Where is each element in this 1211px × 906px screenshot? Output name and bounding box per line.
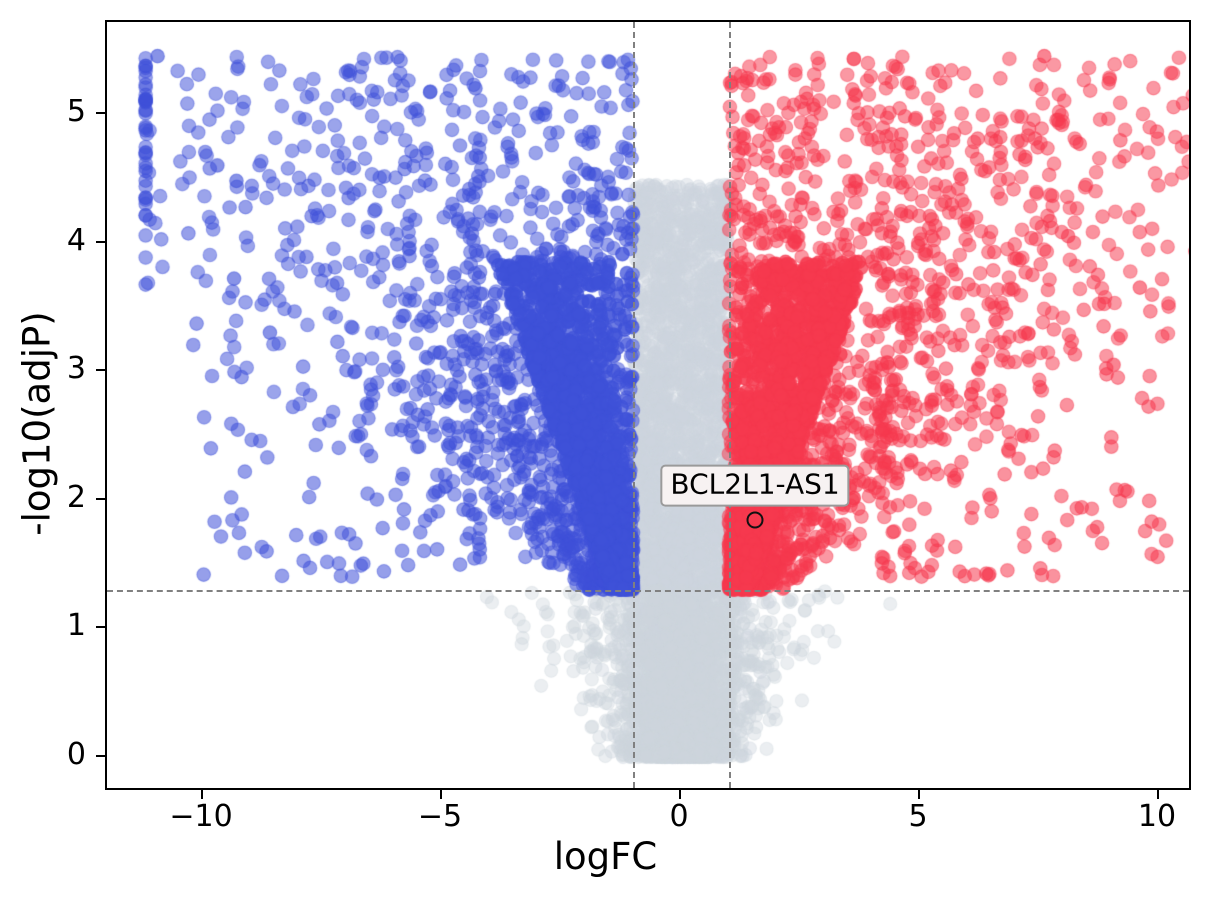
y-tick-label: 5 (66, 94, 86, 129)
x-tick-mark (679, 790, 681, 799)
y-tick-mark (96, 112, 105, 114)
scatter-canvas (107, 22, 1189, 788)
y-tick-label: 3 (66, 351, 86, 387)
y-tick-label: 2 (66, 479, 86, 515)
x-tick-label: −10 (169, 799, 233, 834)
y-tick-label: 1 (66, 608, 86, 644)
x-tick-mark (440, 790, 442, 799)
y-axis-title: -log10(adjP) (15, 311, 59, 536)
annotated-gene-label: BCL2L1-AS1 (660, 464, 850, 507)
y-tick-label: 4 (66, 222, 86, 258)
x-tick-label: −5 (417, 799, 463, 834)
x-tick-mark (201, 790, 203, 799)
x-tick-mark (918, 790, 920, 799)
x-tick-mark (1157, 790, 1159, 799)
x-tick-label: 5 (908, 799, 928, 834)
x-axis-title: logFC (553, 835, 658, 878)
y-tick-mark (96, 240, 105, 243)
scatter-points-layer (107, 22, 1189, 788)
x-tick-label: 0 (669, 799, 689, 834)
y-tick-mark (96, 626, 105, 629)
y-tick-mark (96, 369, 105, 372)
y-tick-mark (96, 497, 105, 500)
y-tick-label: 0 (66, 737, 86, 772)
x-tick-label: 10 (1137, 799, 1177, 834)
annotated-gene-marker (746, 511, 764, 529)
y-tick-mark (96, 755, 105, 757)
plot-area: BCL2L1-AS1 (105, 20, 1191, 790)
